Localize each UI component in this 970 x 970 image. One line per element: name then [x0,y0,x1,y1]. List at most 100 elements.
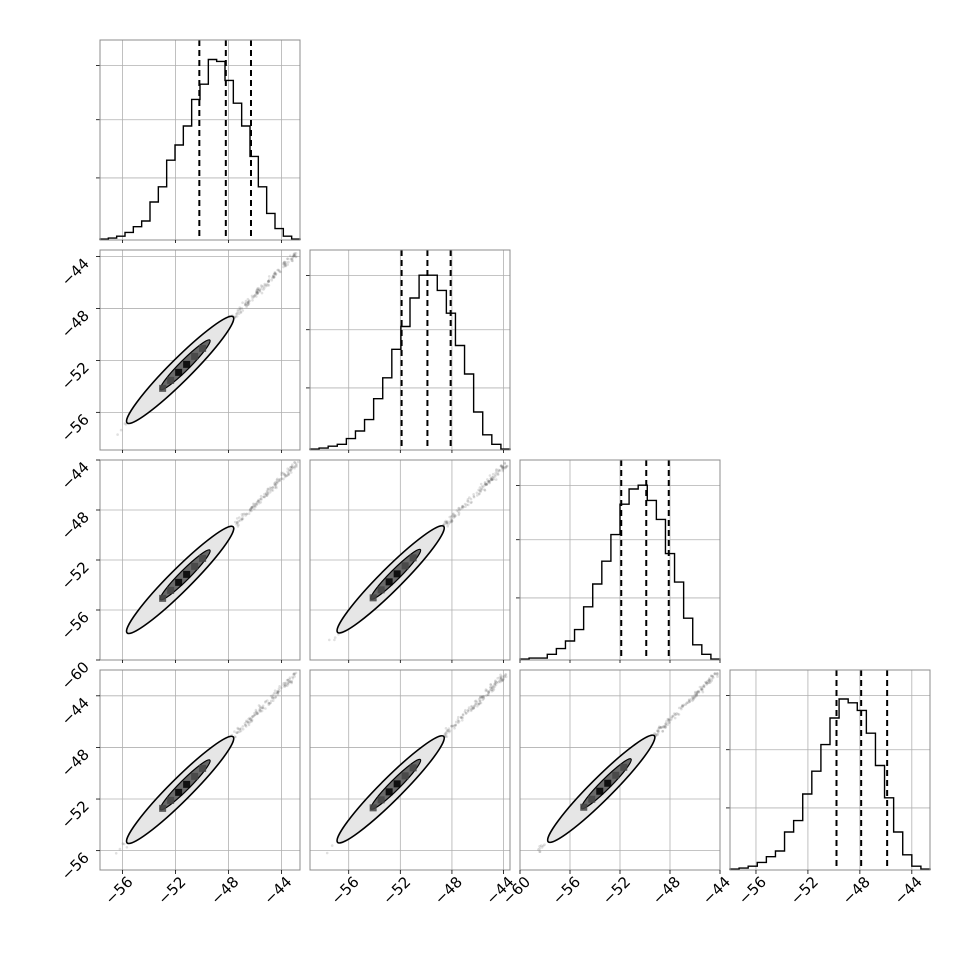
scatter-point [698,685,702,689]
scatter-point [238,730,241,734]
scatter-point [493,682,497,686]
scatter-point [716,673,719,676]
scatter-point [259,706,263,709]
scatter-point [695,690,699,694]
scatter-point [495,681,498,684]
scatter-point [286,257,289,261]
scatter-point [283,264,287,267]
y-tick-label-1-3: −56 [58,410,93,445]
scatter-point [256,288,259,291]
scatter-point [268,486,272,490]
scatter-point [496,470,500,474]
scatter-point [492,478,495,481]
scatter-point [663,726,667,729]
scatter-point [473,700,477,703]
scatter-point [444,727,448,730]
scatter-point [488,480,491,483]
scatter-point [266,282,269,286]
scatter-point [257,500,261,503]
scatter-point [260,284,263,287]
x-tick-label-3-3: −44 [891,873,926,908]
scatter-point [695,693,698,696]
scatter-point [274,484,277,487]
scatter-point [486,693,490,696]
scatter-point [257,501,261,505]
scatter-point [282,684,285,687]
scatter-point [479,482,483,486]
scatter-point [674,713,677,716]
scatter-point [494,471,498,475]
scatter-point [264,700,268,703]
scatter-point [282,477,285,481]
scatter-point [469,709,473,713]
scatter-point [246,300,250,304]
scatter-point [291,255,295,259]
scatter-point [285,678,289,682]
scatter-point [495,468,498,471]
scatter-point [466,498,470,501]
scatter-point [328,638,331,642]
scatter-point [284,684,287,688]
scatter-point [682,703,686,707]
scatter-point [538,850,541,853]
scatter-point [288,254,292,258]
scatter-point [664,722,667,726]
scatter-point [235,312,238,316]
scatter-point [482,695,485,699]
density-cell [175,788,183,796]
scatter-point [258,709,261,713]
scatter-point [258,288,261,292]
scatter-point [272,276,275,279]
scatter-point [452,516,456,519]
scatter-point [461,713,465,716]
scatter-point [708,679,711,682]
scatter-point [476,702,480,706]
scatter-point [453,727,456,730]
scatter-point [240,517,243,521]
scatter-point [666,723,669,727]
scatter-point [478,489,482,492]
scatter-point [254,505,257,508]
scatter-point [114,852,118,855]
scatter-point [277,690,280,694]
scatter-point [244,299,248,303]
scatter-point [265,489,269,493]
scatter-point [658,726,662,729]
scatter-point [258,497,262,501]
y-tick-label-2-4: −60 [58,658,93,693]
scatter-point [238,727,242,731]
scatter-point [492,685,496,689]
scatter-point [289,466,293,469]
scatter-point [476,705,479,708]
scatter-point [290,471,293,474]
scatter-point [255,503,259,507]
scatter-point [246,721,250,725]
scatter-point [292,253,296,257]
scatter-point [450,519,454,523]
scatter-point [487,691,491,694]
scatter-point [446,520,449,523]
scatter-point [274,483,277,486]
scatter-point [235,315,239,318]
scatter-point [255,502,259,505]
scatter-point [466,710,470,713]
scatter-point [485,482,489,486]
scatter-point [488,474,492,477]
scatter-point [292,254,295,258]
scatter-point [268,488,272,492]
scatter-point [250,718,254,722]
scatter-point [295,255,298,258]
scatter-point [453,514,457,517]
scatter-point [675,712,678,715]
x-tick-label-2-2: −52 [599,873,634,908]
scatter-point [264,494,268,497]
scatter-point [706,679,709,683]
scatter-point [255,289,258,292]
scatter-point [489,686,492,689]
scatter-point [502,467,505,470]
scatter-point [487,479,491,483]
scatter-point [693,695,696,699]
scatter-point [484,483,488,487]
scatter-point [286,682,289,685]
scatter-point [672,715,675,718]
